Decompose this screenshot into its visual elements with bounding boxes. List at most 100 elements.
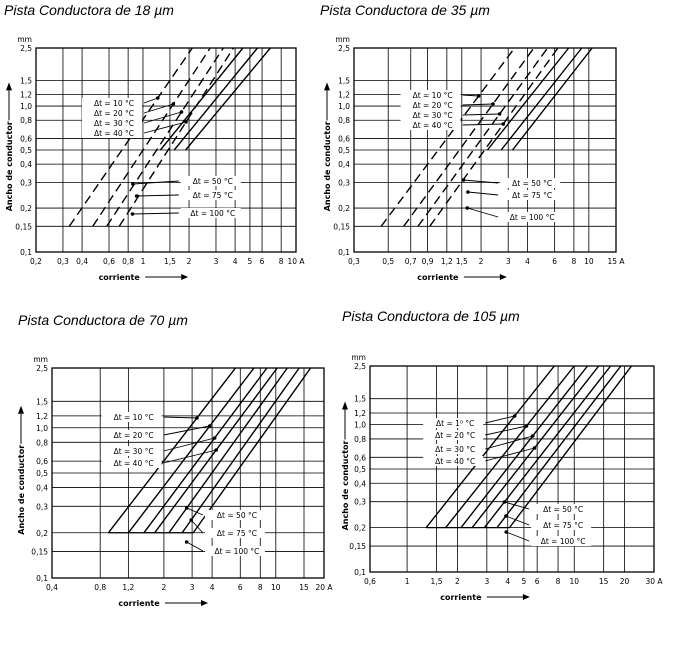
legend-leader-dot	[524, 424, 529, 428]
x-tick-label: 2	[455, 577, 460, 586]
x-tick-label: 0,9	[422, 257, 434, 266]
x-tick-label: 0,3	[348, 257, 360, 266]
series-line	[511, 47, 593, 151]
x-tick-label: 4	[210, 583, 215, 592]
x-tick-label: 3	[484, 577, 489, 586]
series-line	[168, 367, 288, 534]
y-axis-arrowhead	[6, 82, 12, 91]
legend-label-bg	[423, 444, 484, 454]
series-line	[68, 47, 193, 227]
legend-leader	[505, 515, 530, 526]
legend-leader-dot	[476, 94, 481, 98]
legend-label-bg	[204, 528, 265, 538]
legend-label: Δt = 30 °C	[435, 445, 475, 454]
legend-label-bg	[180, 176, 241, 186]
y-tick-label: 0,4	[338, 160, 350, 169]
y-tick-label: 1,0	[338, 102, 350, 111]
legend-leader-dot	[491, 102, 495, 106]
series-line	[445, 365, 575, 529]
legend-leader-dot	[497, 112, 502, 116]
y-tick-label: 0,2	[20, 204, 32, 213]
legend-label: Δt = 75 °C	[543, 521, 583, 530]
series-line	[425, 365, 555, 529]
y-axis-label: Ancho de conductor	[5, 121, 14, 211]
legend-label-bg	[423, 418, 484, 428]
chart-70um: 0,4 0,8 1,2 2 3 4 6 8 10 15 20 A 0,1 0,15 0,2 0,3 0,4 0,…	[17, 355, 333, 608]
legend-label: Δt = 75 °C	[193, 191, 233, 200]
legend-leader-dot	[189, 518, 194, 522]
y-axis-arrowhead	[342, 401, 348, 410]
x-tick-label: 5	[522, 577, 527, 586]
panel-title-70um: Pista Conductora de 70 µm	[18, 312, 188, 328]
x-tick-label: 0,2	[30, 257, 42, 266]
legend-label: Δt = 100 °C	[510, 213, 555, 222]
legend-leader-dot	[466, 190, 470, 194]
x-tick-label: 1,5	[456, 257, 468, 266]
legend-leader-dot	[155, 96, 160, 100]
x-tick-label: 5	[248, 257, 253, 266]
legend-label-bg	[204, 510, 265, 520]
y-tick-label: 1,0	[354, 421, 366, 430]
x-tick-label: 15 A	[607, 257, 625, 266]
y-tick-label: 0,6	[20, 134, 32, 143]
y-tick-label: 0,3	[354, 498, 366, 507]
legend-leader-dot	[184, 506, 189, 510]
legend-label-bg	[204, 546, 265, 556]
legend-label-bg	[500, 178, 561, 188]
y-axis-label: Ancho de conductor	[323, 121, 332, 211]
x-tick-label: 1,2	[441, 257, 453, 266]
series-line	[403, 47, 535, 227]
legend-leader	[186, 541, 204, 552]
series-line	[500, 47, 583, 151]
legend-leader-dot	[179, 110, 184, 114]
legend-leader-dot	[504, 530, 509, 534]
y-tick-label: 1,5	[338, 76, 350, 85]
x-tick-label: 10	[584, 257, 594, 266]
y-tick-label: 1,5	[354, 395, 366, 404]
x-axis-label: corriente	[99, 273, 141, 282]
legend-leader	[485, 415, 515, 424]
legend-leader	[143, 103, 174, 114]
y-tick-label: 2,5	[36, 364, 48, 373]
chart-105um: 0,6 1 1,5 2 3 4 5 6 8 10 15 20 30 A 0,1 0,15 0,2 0,3 0,4 0…	[341, 353, 663, 602]
legend-label-bg	[423, 456, 484, 466]
chart-35um: 0,3 0,5 0,7 0,9 1,2 1,5 2 3 4 6 8 10 15 A0,10,150,20…	[323, 35, 625, 282]
x-tick-label: 6	[238, 583, 243, 592]
y-tick-label: 0,1	[338, 248, 350, 257]
x-tick-label: 3	[190, 583, 195, 592]
series-line	[380, 47, 516, 227]
x-tick-label: 0,4	[76, 257, 88, 266]
y-tick-label: 0,4	[20, 160, 32, 169]
legend-label: Δt = 75 °C	[217, 529, 257, 538]
series-line	[460, 365, 589, 529]
chart-18um: 0,2 0,3 0,4 0,6 0,8 1 1,5 2 3 4 5 6 8 10 A 0,1 0,15 0,2 0…	[5, 35, 305, 282]
legend-label: Δt = 50 °C	[193, 177, 233, 186]
legend-leader-dot	[501, 122, 506, 126]
series-line	[106, 47, 224, 227]
legend-label: Δt = 40 °C	[94, 129, 134, 138]
legend-label: Δt = 20 °C	[413, 101, 453, 110]
y-tick-label: 0,8	[338, 116, 350, 125]
legend-leader	[485, 447, 535, 462]
legend-label-bg	[531, 520, 592, 530]
x-tick-label: 0,8	[122, 257, 134, 266]
y-tick-label: 0,8	[354, 435, 366, 444]
x-tick-label: 2	[479, 257, 484, 266]
legend-label: Δt = 100 °C	[190, 209, 235, 218]
legend-label-bg	[500, 212, 561, 222]
legend-label-bg	[101, 430, 162, 440]
x-axis-arrowhead	[181, 274, 189, 280]
legend-leader	[190, 519, 204, 534]
y-tick-label: 0,2	[338, 204, 350, 213]
x-tick-label: 0,6	[364, 577, 376, 586]
series-line	[496, 365, 622, 529]
legend-leader-dot	[214, 448, 218, 452]
panel-title-35um: Pista Conductora de 35 µm	[320, 2, 490, 18]
y-tick-label: 0,6	[354, 453, 366, 462]
x-axis-arrowhead	[522, 594, 530, 600]
legend-leader	[136, 194, 179, 197]
legend-label-bg	[82, 118, 142, 128]
legend-label: Δt = 75 °C	[512, 191, 552, 200]
legend-label: Δt = 10 °C	[94, 99, 134, 108]
legend-leader-dot	[134, 194, 139, 198]
